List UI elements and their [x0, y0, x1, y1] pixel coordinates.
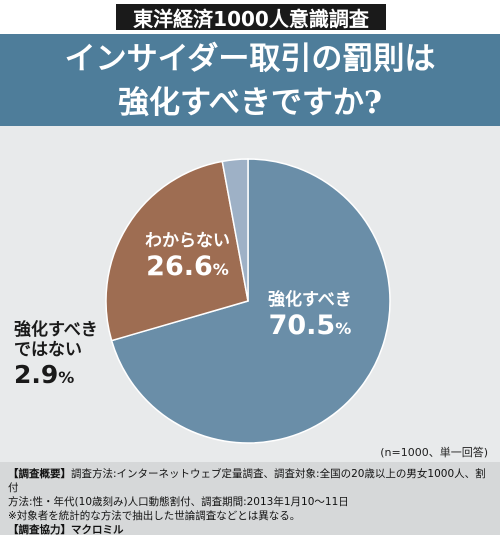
slice-label-dewanai: 強化すべき ではない 2.9% [14, 320, 98, 389]
slice-unit-kyouka: % [335, 319, 352, 338]
survey-footer: 【調査概要】調査方法:インターネットウェブ定量調査、調査対象:全国の20歳以上の… [0, 462, 500, 537]
slice-kyouka [110, 158, 391, 444]
slice-name-wakaranai: わからない [145, 231, 230, 251]
slice-value-dewanai: 2.9 [14, 360, 59, 389]
slice-dewanai [221, 158, 249, 302]
slice-value-wakaranai: 26.6 [146, 251, 213, 282]
footer-heading-cooperation: 【調査協力】 [8, 524, 71, 536]
slice-unit-wakaranai: % [212, 260, 229, 279]
footer-text-1: 調査方法:インターネットウェブ定量調査、調査対象:全国の20歳以上の男女1000… [8, 468, 486, 494]
slice-name-dewanai-2: ではない [14, 340, 82, 360]
footer-line-2: 方法:性・年代(10歳刻み)人口動態割付、調査期間:2013年1月10〜11日 [8, 496, 349, 508]
slice-value-kyouka: 70.5 [268, 310, 336, 341]
survey-tag: 東洋経済1000人意識調査 [114, 2, 388, 32]
title-banner [0, 34, 500, 126]
title-line-2: 強化すべきですか? [118, 85, 382, 121]
slice-label-kyouka: 強化すべき 70.5% [268, 285, 352, 341]
footer-line-3: ※対象者を統計的な方法で抽出した世論調査などとは異なる。 [8, 510, 301, 522]
footer-heading-overview: 【調査概要】 [8, 468, 71, 480]
sample-note: (n=1000、単一回答) [380, 446, 488, 459]
slice-unit-dewanai: % [58, 368, 75, 387]
pie-chart [105, 158, 391, 444]
title-line-1: インサイダー取引の罰則は [64, 41, 436, 77]
slice-wakaranai [105, 160, 249, 342]
chart-area [0, 126, 500, 462]
footer-text-4: マクロミル [71, 524, 124, 536]
footer-line-1: 【調査概要】調査方法:インターネットウェブ定量調査、調査対象:全国の20歳以上の… [8, 467, 492, 495]
slice-name-dewanai-1: 強化すべき [14, 320, 98, 340]
slice-name-kyouka: 強化すべき [268, 290, 352, 310]
slice-label-wakaranai: わからない 26.6% [145, 226, 230, 282]
footer-line-4: 【調査協力】マクロミル [8, 523, 492, 537]
